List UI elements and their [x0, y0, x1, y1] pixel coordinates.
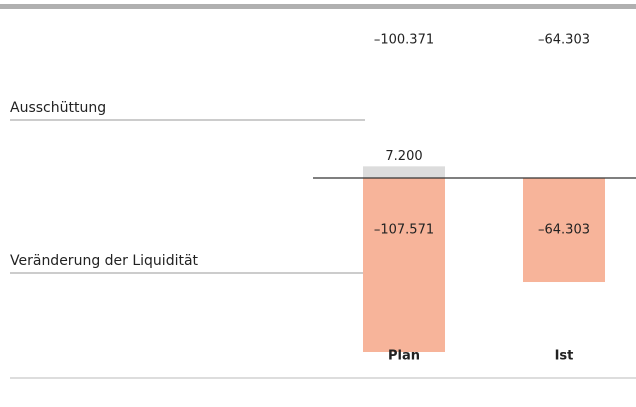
total-label: –100.371	[374, 33, 434, 48]
bar-segment	[363, 166, 445, 178]
top-rule	[0, 4, 636, 9]
x-tick-label: Ist	[555, 349, 574, 364]
value-label: 7.200	[385, 149, 422, 164]
x-tick-label: Plan	[388, 349, 420, 364]
value-label: –64.303	[538, 223, 590, 238]
bar-segment	[363, 178, 445, 352]
total-label: –64.303	[538, 33, 590, 48]
legend-label: Ausschüttung	[10, 100, 106, 116]
legend-label: Veränderung der Liquidität	[10, 253, 199, 269]
value-label: –107.571	[374, 223, 434, 238]
bar-segment	[523, 178, 605, 283]
